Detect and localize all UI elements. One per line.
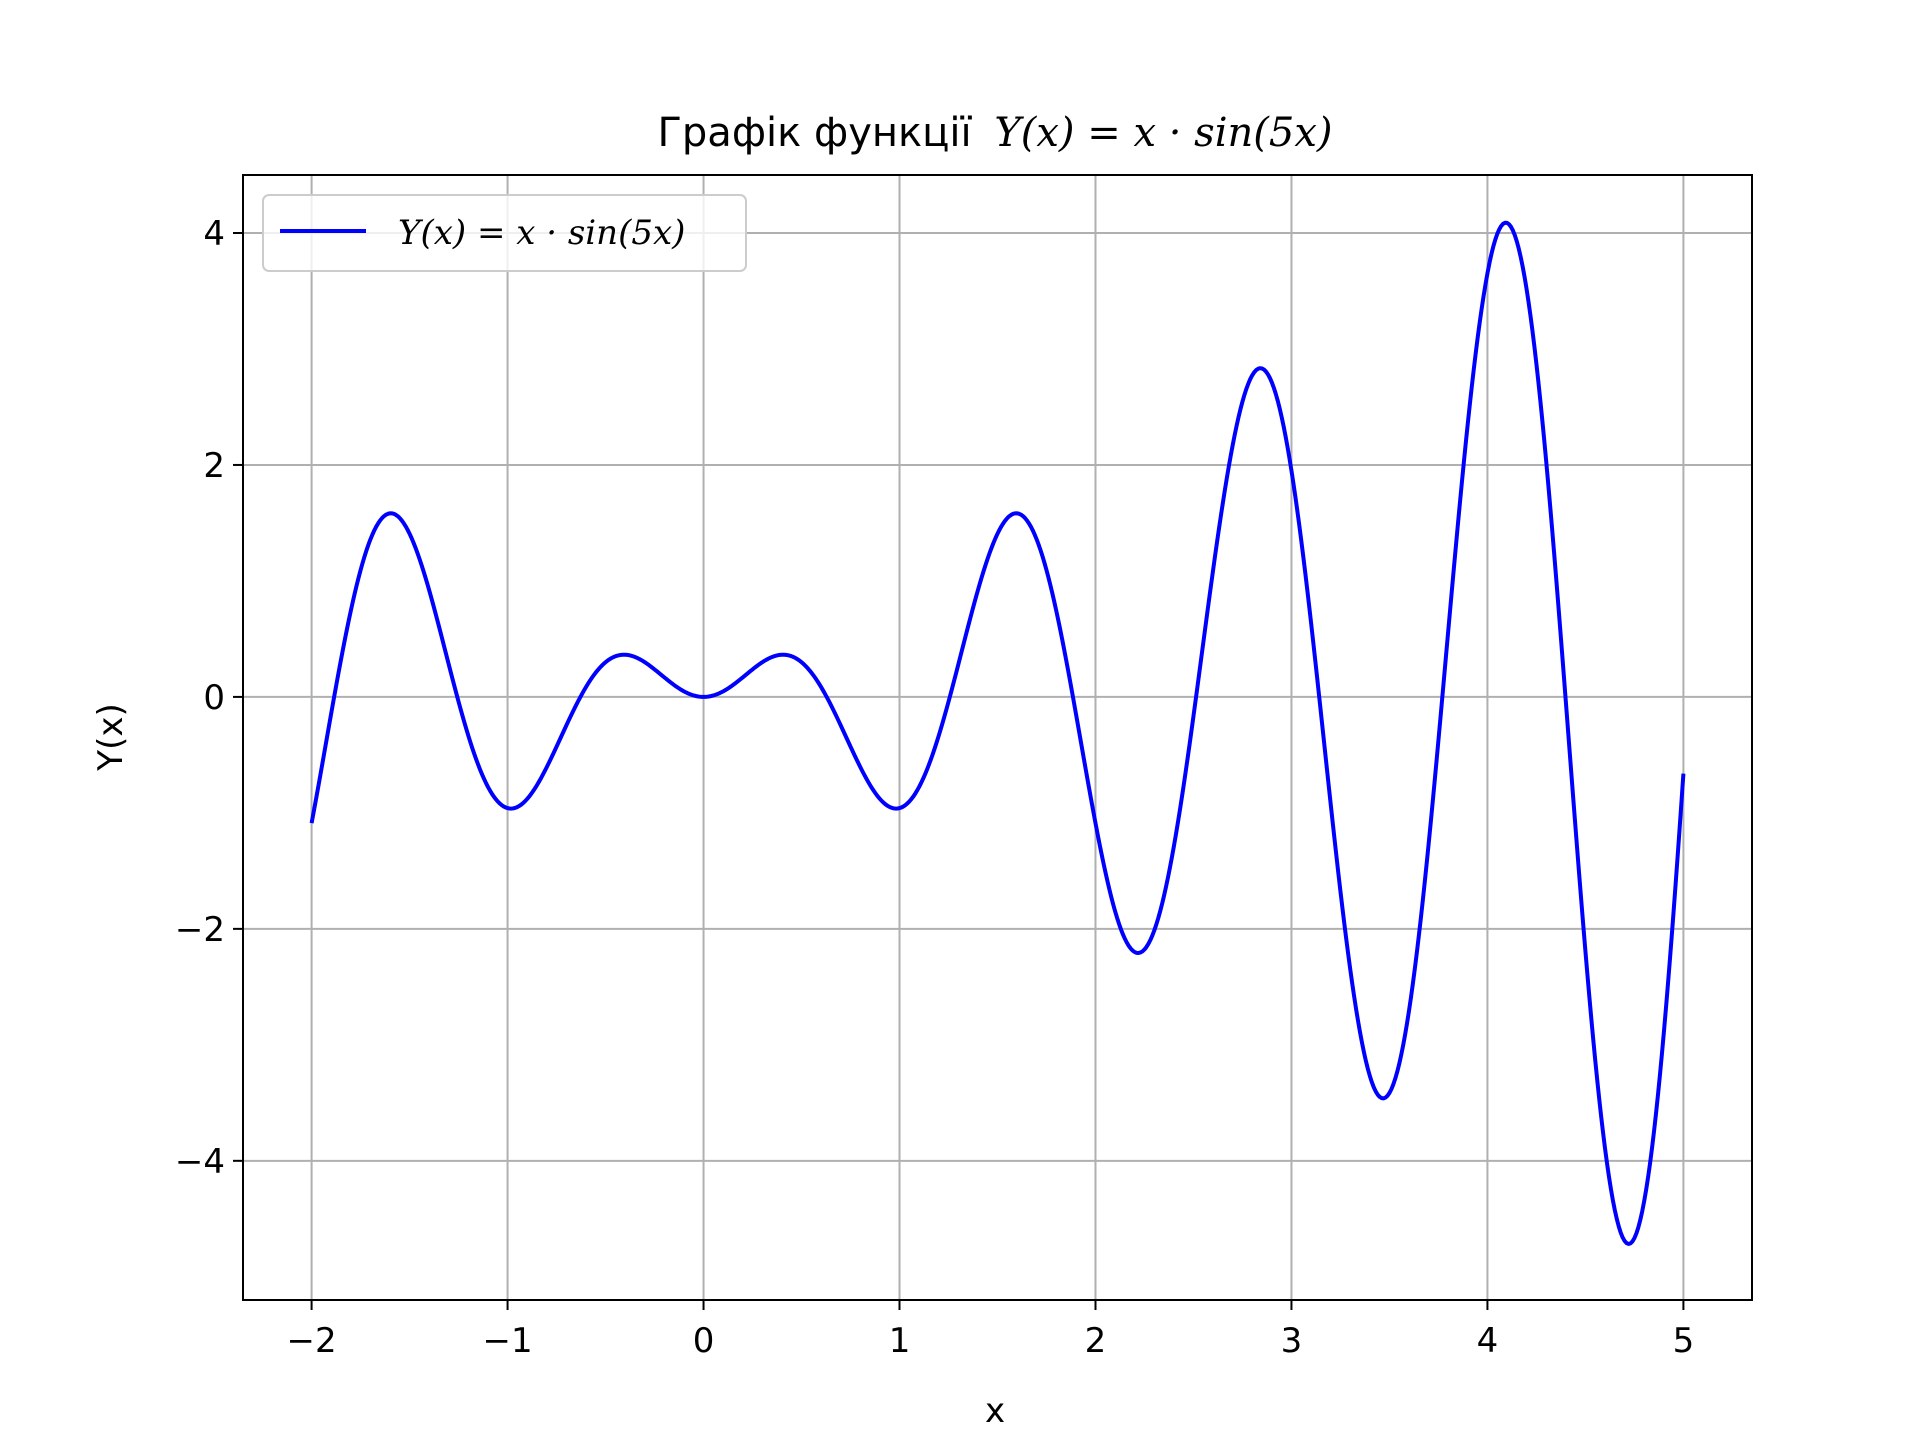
y-tick-label: 2 — [203, 446, 225, 486]
legend-box — [262, 194, 747, 272]
chart-title-formula: Y(x) = x · sin(5x) — [994, 110, 1332, 156]
x-axis-label: x — [985, 1391, 1005, 1431]
axes-frame — [242, 174, 1753, 1301]
y-axis-label: Y(x) — [91, 703, 131, 771]
y-tick-label: 4 — [203, 214, 225, 254]
y-tick-label: −4 — [175, 1142, 225, 1182]
axis-ticks: −2 −1 0 1 2 3 4 5 −4 −2 0 2 4 — [175, 214, 1694, 1361]
y-tick-label: 0 — [203, 678, 225, 718]
x-tick-label: 3 — [1281, 1321, 1303, 1361]
x-tick-label: −2 — [287, 1321, 337, 1361]
x-tick-label: 1 — [889, 1321, 911, 1361]
grid-lines — [243, 175, 1752, 1300]
y-tick-label: −2 — [175, 910, 225, 950]
x-tick-label: 4 — [1477, 1321, 1499, 1361]
x-tick-label: −1 — [483, 1321, 533, 1361]
plot-lines — [309, 220, 1686, 1246]
chart-title: Графік функції Y(x) = x · sin(5x) — [658, 110, 1333, 156]
x-tick-label: 5 — [1673, 1321, 1695, 1361]
x-tick-label: 0 — [693, 1321, 715, 1361]
chart-title-text: Графік функції — [658, 110, 973, 156]
series-line — [309, 220, 1686, 1246]
legend-label: Y(x) = x · sin(5x) — [398, 213, 685, 253]
legend: Y(x) = x · sin(5x) — [262, 194, 747, 272]
x-tick-label: 2 — [1085, 1321, 1107, 1361]
